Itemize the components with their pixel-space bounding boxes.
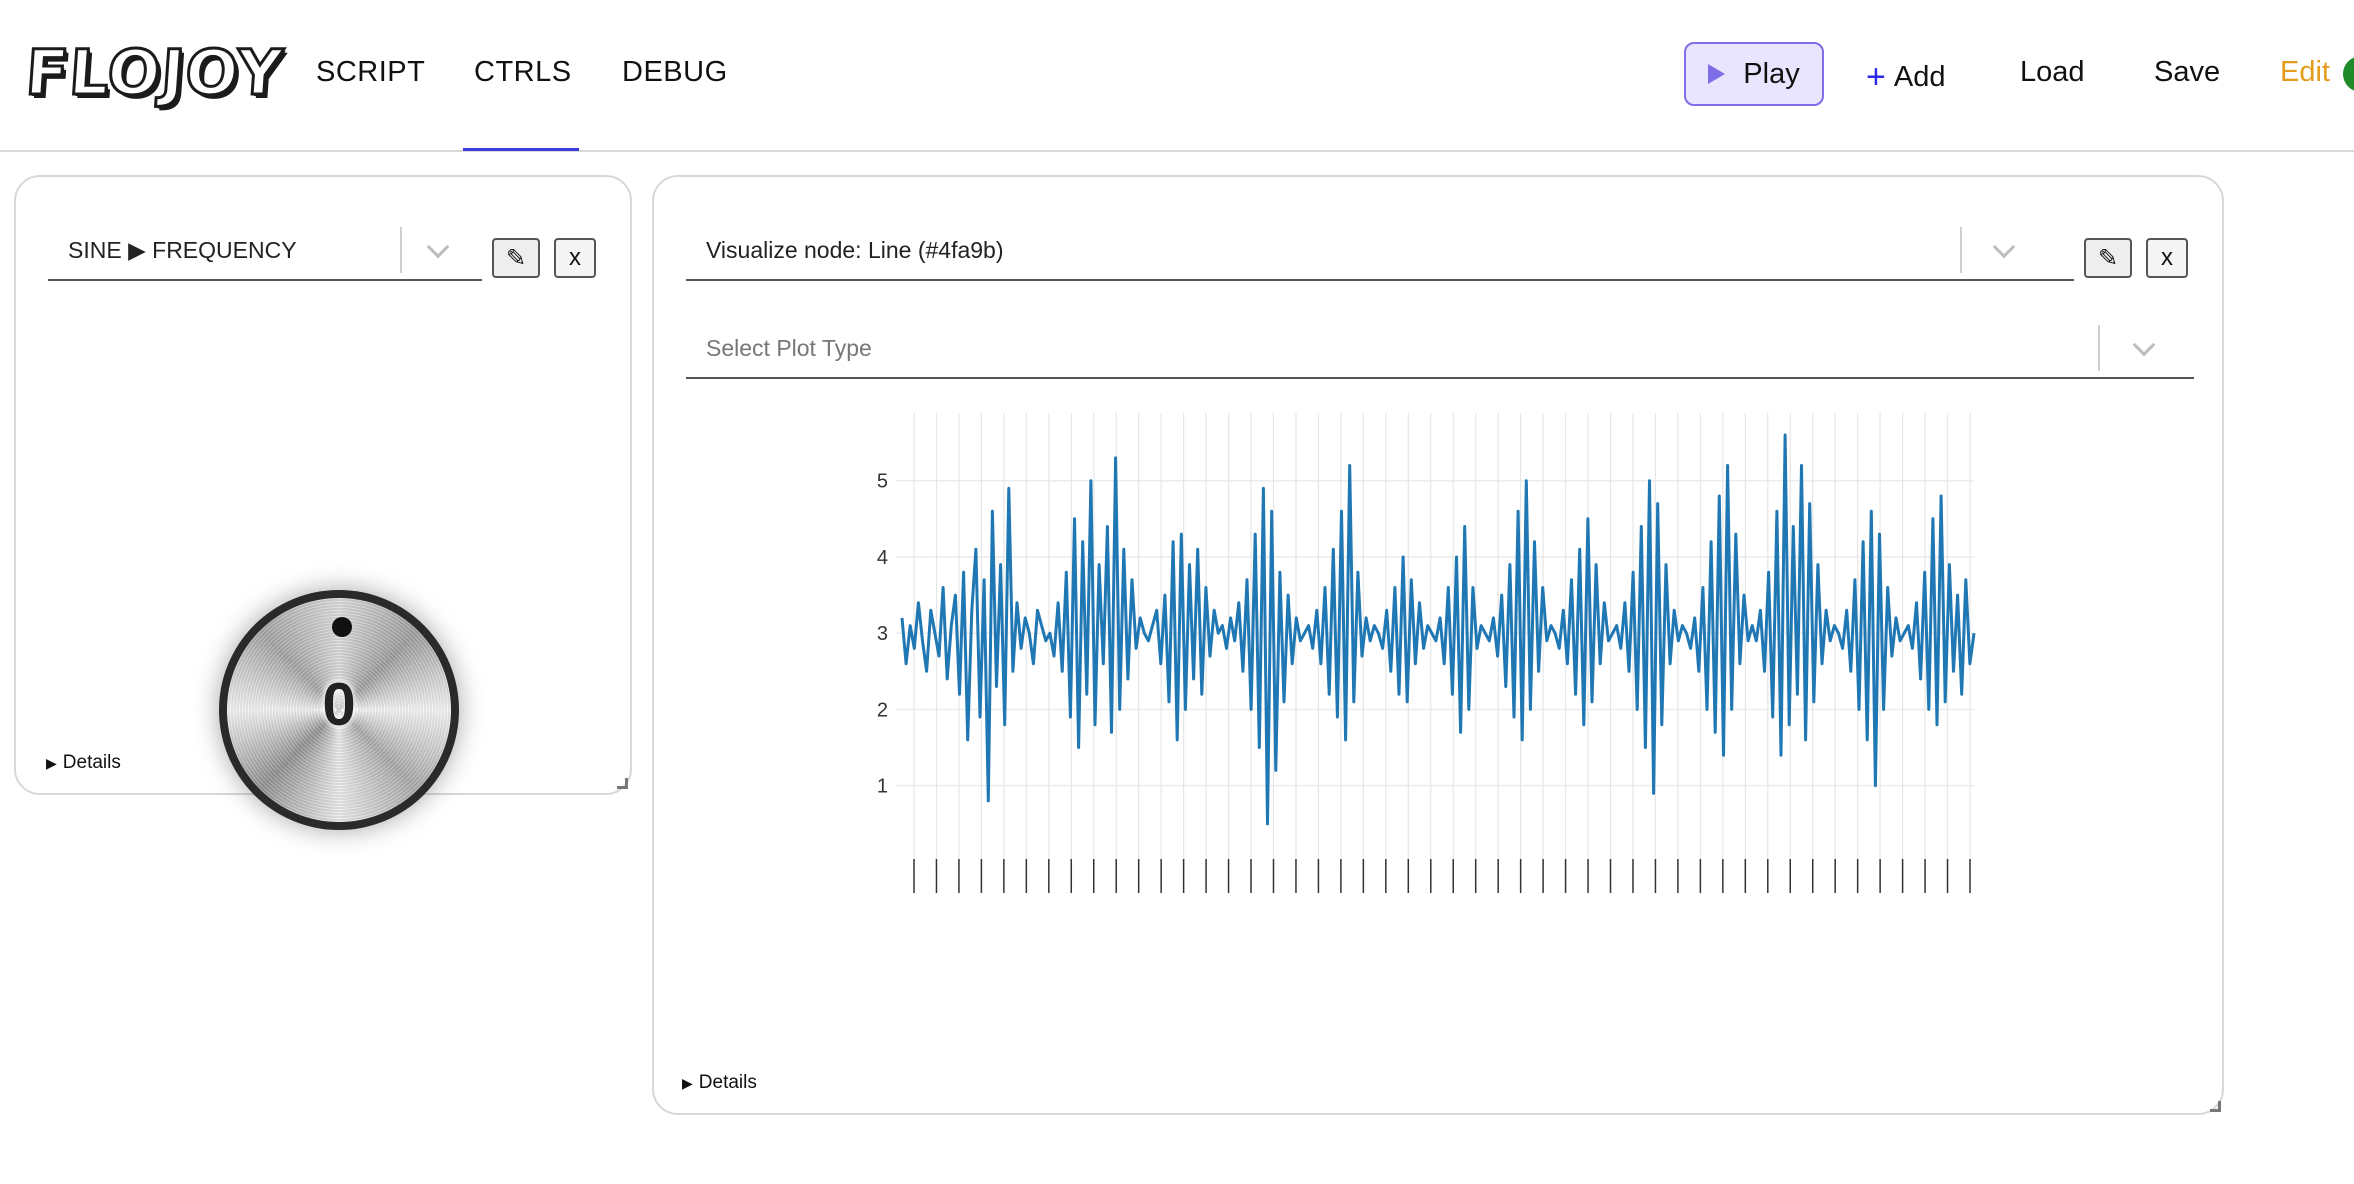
triangle-right-icon: ▶ <box>682 1075 693 1091</box>
pencil-icon: ✎ <box>2097 244 2119 272</box>
knob-face: 0 <box>227 598 451 822</box>
chevron-down-icon <box>426 235 450 259</box>
tab-ctrls[interactable]: CTRLS <box>474 56 572 88</box>
chart-y-axis: 1 2 3 4 5 <box>877 471 888 798</box>
node-select-value: Visualize node: Line (#4fa9b) <box>706 237 1004 263</box>
parameter-select[interactable]: SINE ▶ FREQUENCY <box>48 221 482 281</box>
y-tick-label: 1 <box>877 776 888 798</box>
details-toggle[interactable]: ▶ Details <box>682 1072 757 1094</box>
knob-value: 0 <box>322 671 356 738</box>
series-line <box>900 433 1976 826</box>
y-tick-label: 2 <box>877 699 888 721</box>
play-button-label: Play <box>1743 57 1800 90</box>
triangle-right-icon: ▶ <box>46 755 57 771</box>
y-tick-label: 4 <box>877 547 888 569</box>
details-label: Details <box>62 752 121 773</box>
y-tick-label: 3 <box>877 623 888 645</box>
knob-control-panel: SINE ▶ FREQUENCY ✎ x 0 ▶ Details <box>14 175 632 830</box>
node-select[interactable]: Visualize node: Line (#4fa9b) <box>686 221 2074 281</box>
select-separator <box>400 227 402 273</box>
flojoy-logo: FLOJOY <box>22 35 287 111</box>
edit-visual-button[interactable]: ✎ <box>2084 238 2132 278</box>
frequency-knob[interactable]: 0 <box>219 590 459 830</box>
details-label: Details <box>698 1072 757 1093</box>
y-tick-label: 5 <box>877 471 888 493</box>
knob-indicator-dot <box>332 617 352 637</box>
tab-script[interactable]: SCRIPT <box>316 56 426 88</box>
tab-debug[interactable]: DEBUG <box>622 56 728 88</box>
close-control-button[interactable]: x <box>554 238 596 278</box>
parameter-select-value: SINE ▶ FREQUENCY <box>68 237 297 263</box>
details-toggle[interactable]: ▶ Details <box>46 752 121 774</box>
add-button-label: Add <box>1893 61 1946 93</box>
resize-handle-icon[interactable] <box>2210 1101 2221 1112</box>
visualize-control-panel: Visualize node: Line (#4fa9b) ✎ x Select… <box>652 175 2224 1115</box>
chart-x-axis <box>913 859 1971 893</box>
top-bar: FLOJOY SCRIPT CTRLS DEBUG Play + Add Load… <box>0 0 2354 152</box>
load-button[interactable]: Load <box>2020 56 2085 88</box>
line-chart[interactable]: 1 2 3 4 5 <box>654 177 2222 1113</box>
add-button[interactable]: + Add <box>1866 56 1946 96</box>
select-separator <box>1960 227 1962 273</box>
save-button[interactable]: Save <box>2154 56 2221 88</box>
plot-type-placeholder: Select Plot Type <box>706 335 872 361</box>
resize-handle-icon[interactable] <box>617 778 628 789</box>
play-icon <box>1708 64 1726 84</box>
play-button[interactable]: Play <box>1684 42 1824 106</box>
close-visual-button[interactable]: x <box>2146 238 2188 278</box>
active-tab-indicator <box>463 148 579 151</box>
edit-button[interactable]: Edit <box>2280 56 2330 88</box>
plus-icon: + <box>1866 58 1886 96</box>
edit-control-button[interactable]: ✎ <box>492 238 540 278</box>
pencil-icon: ✎ <box>505 244 527 272</box>
plot-type-select[interactable]: Select Plot Type <box>686 317 2194 379</box>
select-separator <box>2098 325 2100 371</box>
status-indicator <box>2343 56 2354 92</box>
